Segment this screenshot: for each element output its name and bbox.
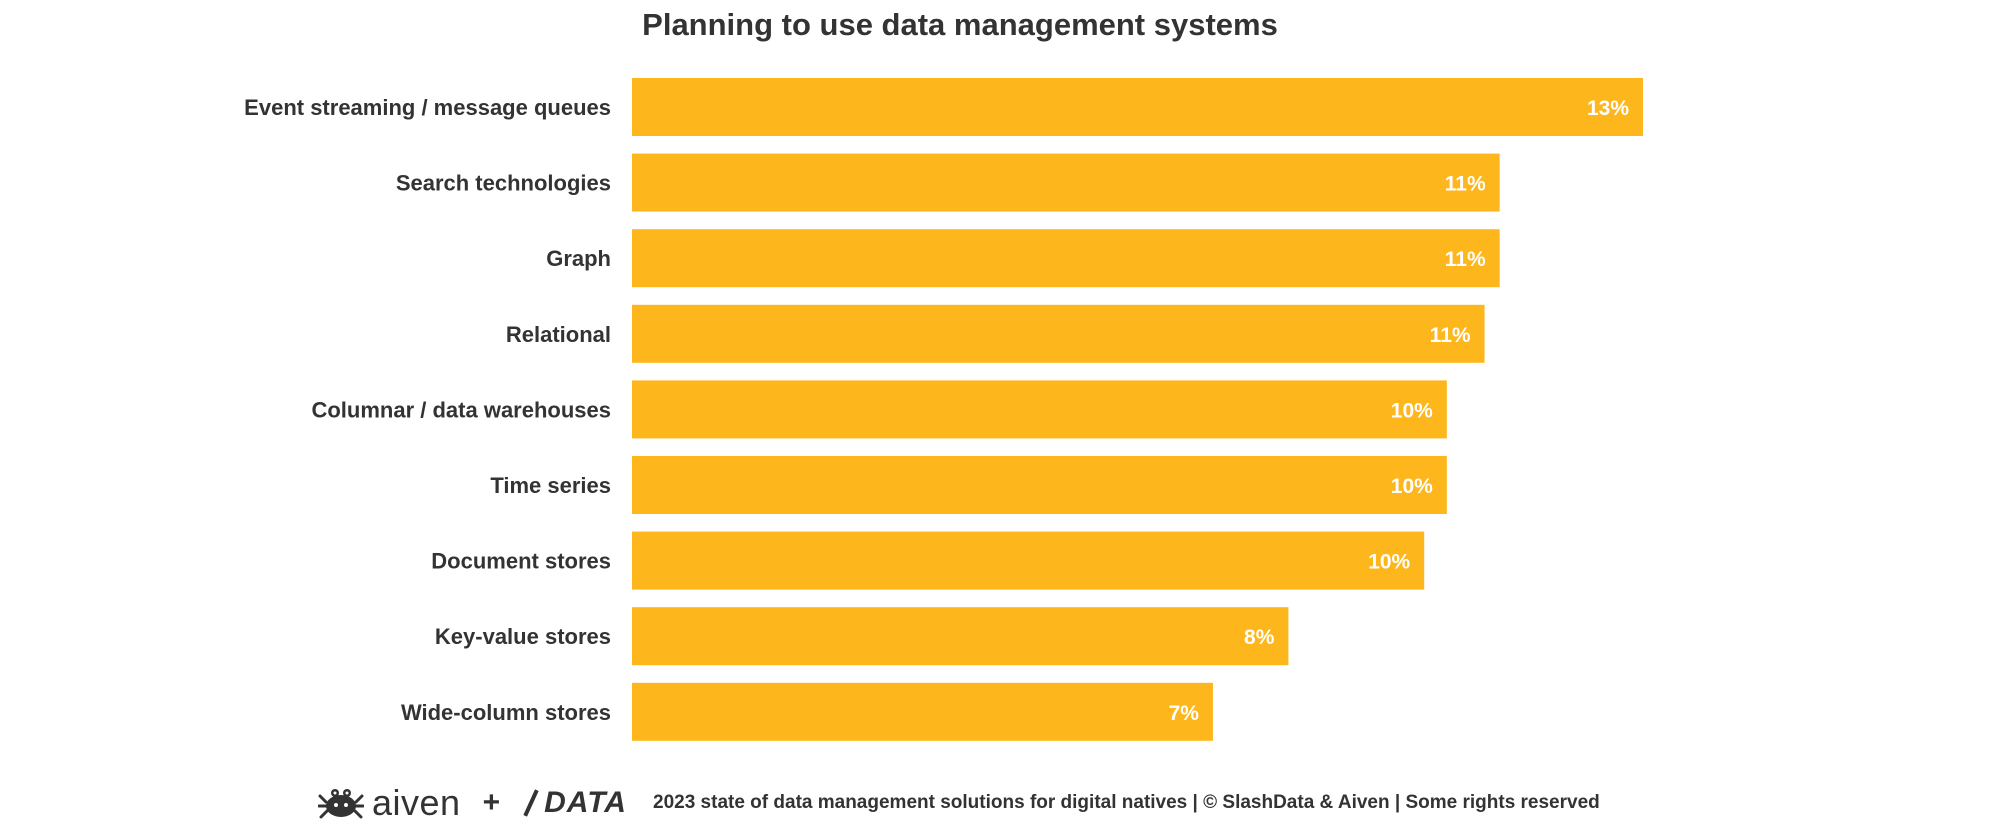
category-label: Key-value stores <box>435 624 611 649</box>
plus-sign: + <box>482 786 501 819</box>
bar <box>632 380 1447 439</box>
bar-chart: Planning to use data management systems … <box>244 7 1643 741</box>
category-label: Search technologies <box>396 171 611 196</box>
crab-icon <box>318 789 364 819</box>
bar <box>632 682 1213 741</box>
value-label: 10% <box>1391 475 1433 498</box>
category-label: Wide-column stores <box>401 700 611 725</box>
category-label: Columnar / data warehouses <box>311 397 611 422</box>
category-label: Time series <box>490 473 611 498</box>
category-label: Graph <box>546 246 611 271</box>
bar <box>632 531 1425 590</box>
chart-title: Planning to use data management systems <box>642 7 1278 42</box>
bar <box>632 153 1500 212</box>
value-label: 11% <box>1430 324 1471 347</box>
slash-mark-icon <box>523 789 539 817</box>
bar <box>632 304 1485 363</box>
slashdata-logo: DATA <box>522 786 627 820</box>
bar <box>632 229 1500 288</box>
value-label: 10% <box>1368 551 1410 574</box>
aiven-logo-text: aiven <box>372 782 461 823</box>
bars-group: Event streaming / message queues 13% Searc… <box>244 78 1643 741</box>
category-label: Document stores <box>431 549 611 574</box>
value-label: 7% <box>1169 702 1200 725</box>
footer-credit: 2023 state of data management solutions … <box>653 792 1600 813</box>
bar <box>632 607 1289 666</box>
value-label: 13% <box>1587 97 1629 120</box>
bar <box>632 456 1447 514</box>
logo-group: aiven + DATA <box>318 780 627 826</box>
category-label: Event streaming / message queues <box>244 95 611 120</box>
value-label: 8% <box>1244 626 1275 649</box>
value-label: 11% <box>1445 173 1486 196</box>
category-label: Relational <box>506 322 611 347</box>
bar <box>632 78 1643 136</box>
slashdata-logo-text: DATA <box>544 786 627 819</box>
value-label: 11% <box>1445 248 1486 271</box>
footer: aiven + DATA 2023 state of data manageme… <box>0 780 2000 828</box>
value-label: 10% <box>1391 399 1433 422</box>
